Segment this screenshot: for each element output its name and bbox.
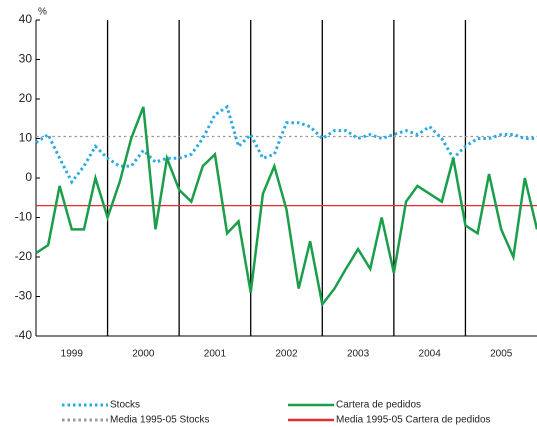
x-tick-label: 2004 bbox=[419, 349, 442, 360]
y-tick-label: -30 bbox=[15, 289, 33, 303]
series-line bbox=[35, 104, 537, 185]
y-tick-label: 40 bbox=[19, 12, 33, 26]
y-tick-label: -10 bbox=[15, 210, 33, 224]
y-tick-label: 0 bbox=[25, 170, 32, 184]
legend-label: Cartera de pedidos bbox=[336, 400, 421, 411]
y-tick-label: -40 bbox=[15, 328, 33, 342]
legend-label: Media 1995-05 Cartera de pedidos bbox=[336, 415, 491, 426]
x-tick-label: 1999 bbox=[61, 349, 84, 360]
series-line bbox=[35, 106, 537, 308]
x-tick-label: 2003 bbox=[347, 349, 370, 360]
y-unit: % bbox=[38, 7, 47, 18]
x-tick-label: 2005 bbox=[490, 349, 513, 360]
x-tick-label: 2002 bbox=[275, 349, 298, 360]
x-tick-label: 2000 bbox=[132, 349, 155, 360]
y-tick-label: -20 bbox=[15, 249, 33, 263]
legend-label: Stocks bbox=[110, 400, 140, 411]
legend-label: Media 1995-05 Stocks bbox=[110, 415, 210, 426]
x-tick-label: 2001 bbox=[204, 349, 227, 360]
y-tick-label: 30 bbox=[19, 52, 33, 66]
y-tick-label: 10 bbox=[19, 131, 33, 145]
y-tick-label: 20 bbox=[19, 91, 33, 105]
